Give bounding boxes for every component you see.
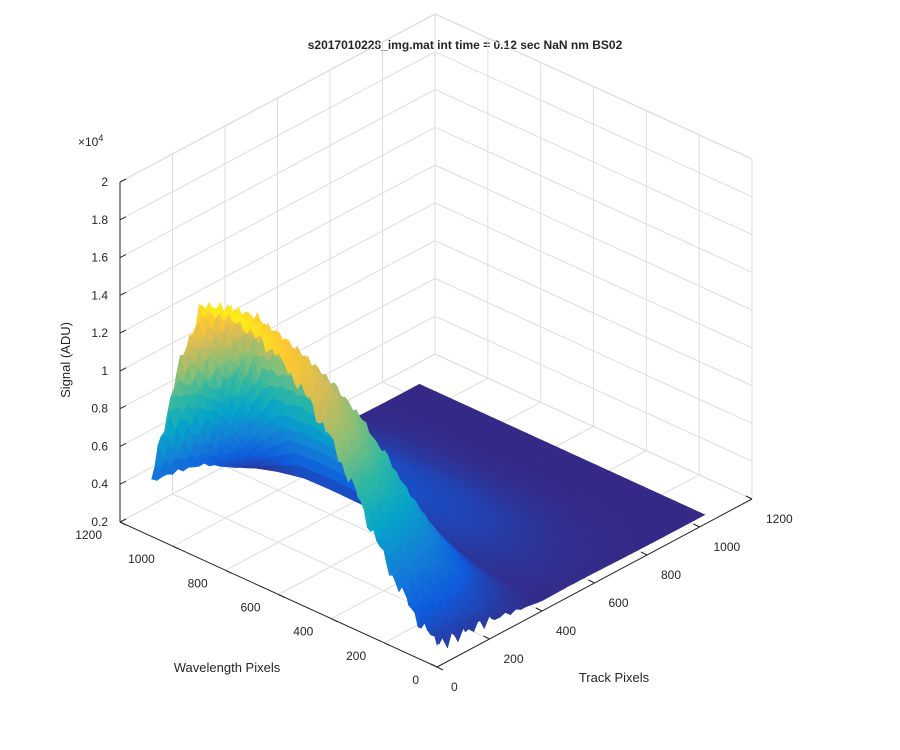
z-tick-label: 0.6 [91,439,108,453]
axes-box [119,13,753,354]
y-tick-label: 200 [346,649,366,663]
x-tick-mark [640,551,648,556]
y-tick-label: 800 [188,576,208,590]
z-tick-mark [119,480,127,485]
z-tick-mark [119,216,127,221]
z-tick-mark [119,518,127,523]
z-tick-labels: 0.2 0.4 0.6 0.8 1 1.2 1.4 1.6 1.8 2 [91,175,127,529]
y-tick-mark [225,569,232,574]
z-tick-label: 1 [101,364,108,378]
y-tick-mark [383,642,391,647]
x-tick-mark [535,607,543,612]
y-tick-label: 1200 [75,528,102,542]
x-tick-label: 1200 [766,512,793,526]
y-tick-label: 600 [240,601,260,615]
z-tick-mark [119,291,127,296]
x-axis-label: Track Pixels [579,670,650,685]
surface-mesh [151,301,706,649]
z-tick-mark [119,367,127,372]
z-tick-mark [119,178,127,183]
x-tick-label: 1000 [714,540,741,554]
x-tick-mark [745,495,753,500]
x-tick-mark [693,523,700,528]
surface-patch [433,632,443,646]
z-tick-mark [119,329,127,334]
z-tick-label: 1.2 [91,326,108,340]
y-tick-mark [278,594,285,598]
y-tick-label: 1000 [128,552,155,566]
x-tick-label: 800 [661,568,681,582]
chart-title: s2017010228_img.mat int time = 0.12 sec … [308,38,623,52]
y-tick-label: 400 [293,625,313,639]
z-tick-label: 2 [101,175,108,189]
x-tick-label: 0 [451,680,458,694]
z-tick-label: 1.8 [91,213,108,227]
z-tick-label: 0.8 [91,402,108,416]
z-exponent-label: ×104 [78,133,103,149]
z-tick-label: 0.4 [91,477,108,491]
z-exponent-power: 4 [98,133,103,143]
x-tick-mark [588,579,595,584]
y-tick-mark [436,666,444,671]
x-tick-mark [430,663,438,668]
x-tick-mark [483,635,490,640]
z-tick-label: 1.6 [91,251,108,265]
z-tick-mark [119,442,127,447]
z-tick-mark [119,254,127,259]
y-tick-mark [172,545,180,550]
x-tick-labels: 0 200 400 600 800 1000 1200 [430,495,793,694]
y-tick-mark [119,521,127,526]
z-exponent-base: ×10 [78,135,99,149]
y-axis-label: Wavelength Pixels [174,660,281,675]
x-tick-label: 200 [504,652,524,666]
y-tick-mark [331,618,338,623]
x-tick-label: 600 [609,596,629,610]
z-axis-label: Signal (ADU) [58,322,73,398]
z-tick-label: 1.4 [91,288,108,302]
y-tick-labels: 0 200 400 600 800 1000 1200 [75,521,444,687]
z-tick-label: 0.2 [91,515,108,529]
y-tick-label: 0 [412,673,419,687]
z-tick-mark [119,405,127,410]
x-tick-label: 400 [556,624,576,638]
